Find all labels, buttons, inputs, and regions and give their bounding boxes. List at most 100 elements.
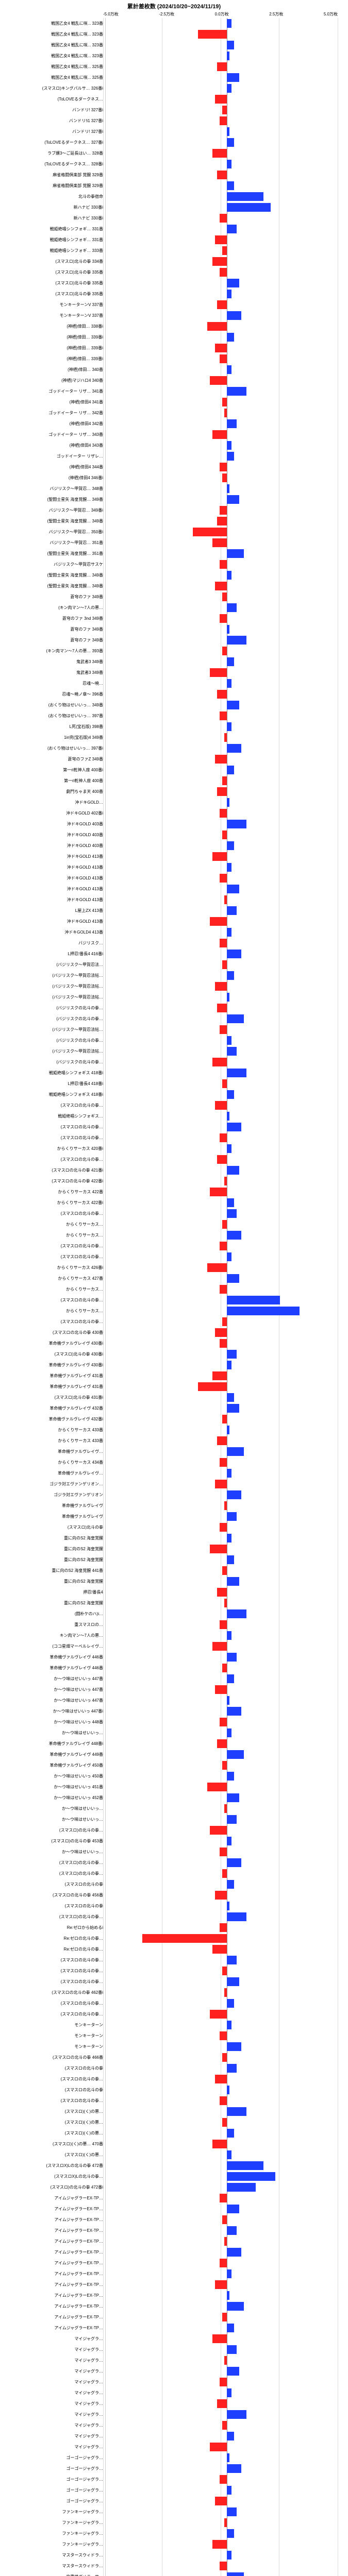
chart-row: (スマスロの北斗の拳… [0,2009,348,2020]
bar-area [105,743,348,754]
row-label: 沖ドキGOLD 413番 [0,897,105,903]
row-label: (ToLOVEるダークネス… 328番i [0,161,105,167]
chart-row: 戦姫絶唱シンフォギ… 333番 [0,245,348,256]
bar [227,1999,234,2008]
bar-area [105,894,348,905]
chart-row: (闘朴ケのハ)i… [0,1608,348,1619]
row-label: (神栖)倖田4 342番 [0,421,105,427]
row-label: 忍魂～暁ノ章～ 396番 [0,691,105,697]
bar-area [105,1554,348,1565]
chart-row: か～ウ味はせいいっ 448番 [0,1717,348,1727]
bar [227,1350,237,1359]
chart-row: 劇門ちゃま天 400番 [0,786,348,797]
bar-area [105,786,348,797]
bar-area [105,343,348,353]
bar [227,1014,244,1023]
row-label: ゴーゴージャグラ… [0,2455,105,2461]
bar [227,160,231,168]
chart-row: (スマスロの北斗の拳 [0,2084,348,2095]
bar-area [105,548,348,559]
row-label: 革命機ヴァルヴレイヴ 430番i [0,1341,105,1346]
bar-area [105,1782,348,1792]
bar [227,1047,237,1056]
bar-area [105,1122,348,1132]
row-label: (スマスロ)北斗の拳 335番 [0,291,105,297]
bar [142,1934,227,1943]
bar [217,300,227,309]
bar-area [105,1057,348,1067]
bar-area [105,873,348,884]
row-label: ゴッドイーター リザレ… [0,453,105,459]
row-label: モンキーターン [0,2044,105,2049]
row-label: (スマスロ)の北斗の拳… [0,1914,105,1920]
bar-area [105,1489,348,1500]
bar-area [105,1078,348,1089]
chart-row: (聖闘士星矢 海皇覚醒… 351番 [0,548,348,559]
bar-area [105,2485,348,2496]
chart-row: (神栖)倖田… 338番i [0,321,348,332]
chart-row: アイムジャグラーEX-TP… [0,2204,348,2214]
chart-row: Re:ゼロの北斗の拳… [0,1944,348,1955]
chart-row: 北斗の拳宿命 [0,191,348,202]
chart-row: ゴーゴージャグラ… [0,2452,348,2463]
row-label: 北斗の拳宿命 [0,194,105,199]
row-label: 革命機ヴァルヴレイヴ 430番i [0,1362,105,1368]
row-label: マスタースウィドラ… [0,2552,105,2558]
chart-row: 重に向のS2 海皇覚醒 [0,1533,348,1544]
chart-row: (スマスロの北斗の拳 [0,2063,348,2074]
bar [220,711,227,720]
row-label: 革命機ヴァルヴレイヴ 431番 [0,1373,105,1379]
row-label: か～ウ味はせいいっ 450番 [0,1773,105,1779]
chart-row: 第一ri乾神人座 400番i [0,765,348,775]
row-label: 鬼武者3 349番 [0,670,105,675]
chart-row: (バジリスクの北斗の拳… [0,1057,348,1067]
bar [215,1328,227,1337]
chart-row: バジリスク… [0,938,348,948]
bar-area [105,1749,348,1760]
chart-row: 沖ドキGOLD 413番 [0,884,348,894]
chart-row: からくりサーカス 420番i [0,1143,348,1154]
chart-row: からくりサーカス… [0,1306,348,1316]
chart-row: (スマスロ)の北斗の拳 472番i [0,2182,348,2193]
chart-row: マイジャグラ… [0,2442,348,2452]
bar [227,1393,234,1402]
bar-area [105,2171,348,2182]
bar [220,1458,227,1467]
bar [227,2021,231,2029]
bar-area [105,2539,348,2550]
bar [227,2345,237,2354]
chart-row: (スマスロの北斗の拳… [0,1100,348,1111]
bar-area [105,105,348,115]
row-label: か～ウ味はせいいっ 447番 [0,1698,105,1703]
bar-area [105,1792,348,1803]
row-label: 革命機ヴァルヴレイヴ… [0,1449,105,1454]
row-label: からくりサーカス 422番 [0,1189,105,1195]
bar-area [105,527,348,537]
row-label: か～ウ味はせいいっ… [0,1817,105,1822]
chart-row: バジリスク～甲賀忍… 350番i [0,527,348,537]
chart-row: アイムジャグラーEX-TP… [0,2258,348,2268]
bar [227,2464,241,2473]
chart-row: (おくり物はせいいっ… 349番 [0,700,348,710]
bar [220,1923,227,1932]
bar-area [105,2247,348,2258]
axis-labels: -5.0万枚 -2.5万枚 0.0万枚 2.5万枚 5.0万枚 [0,11,348,18]
bar-area [105,386,348,397]
bar [227,841,234,850]
bar [227,1469,231,1478]
chart-row: アイムジャグラーEX-TP… [0,2193,348,2204]
bar [227,950,241,958]
chart-row: 重に向のS2 海皇覚醒 441番 [0,1565,348,1576]
row-label: 麻雀格闘倶楽部 覚醒 329番 [0,172,105,178]
bar-area [105,1825,348,1836]
chart-row: 沖ドキGOLD 413番 [0,851,348,862]
bar-area [105,646,348,656]
chart-row: 革命機ヴァルヴレイヴ 450番 [0,1760,348,1771]
chart-row: アイムジャグラーEX-TP… [0,2312,348,2323]
bar [212,2140,227,2148]
chart-row: アイムジャグラーEX-TP… [0,2236,348,2247]
bar-area [105,2117,348,2128]
bar [210,2010,227,2019]
bar [220,2475,227,2484]
bar-area [105,2333,348,2344]
